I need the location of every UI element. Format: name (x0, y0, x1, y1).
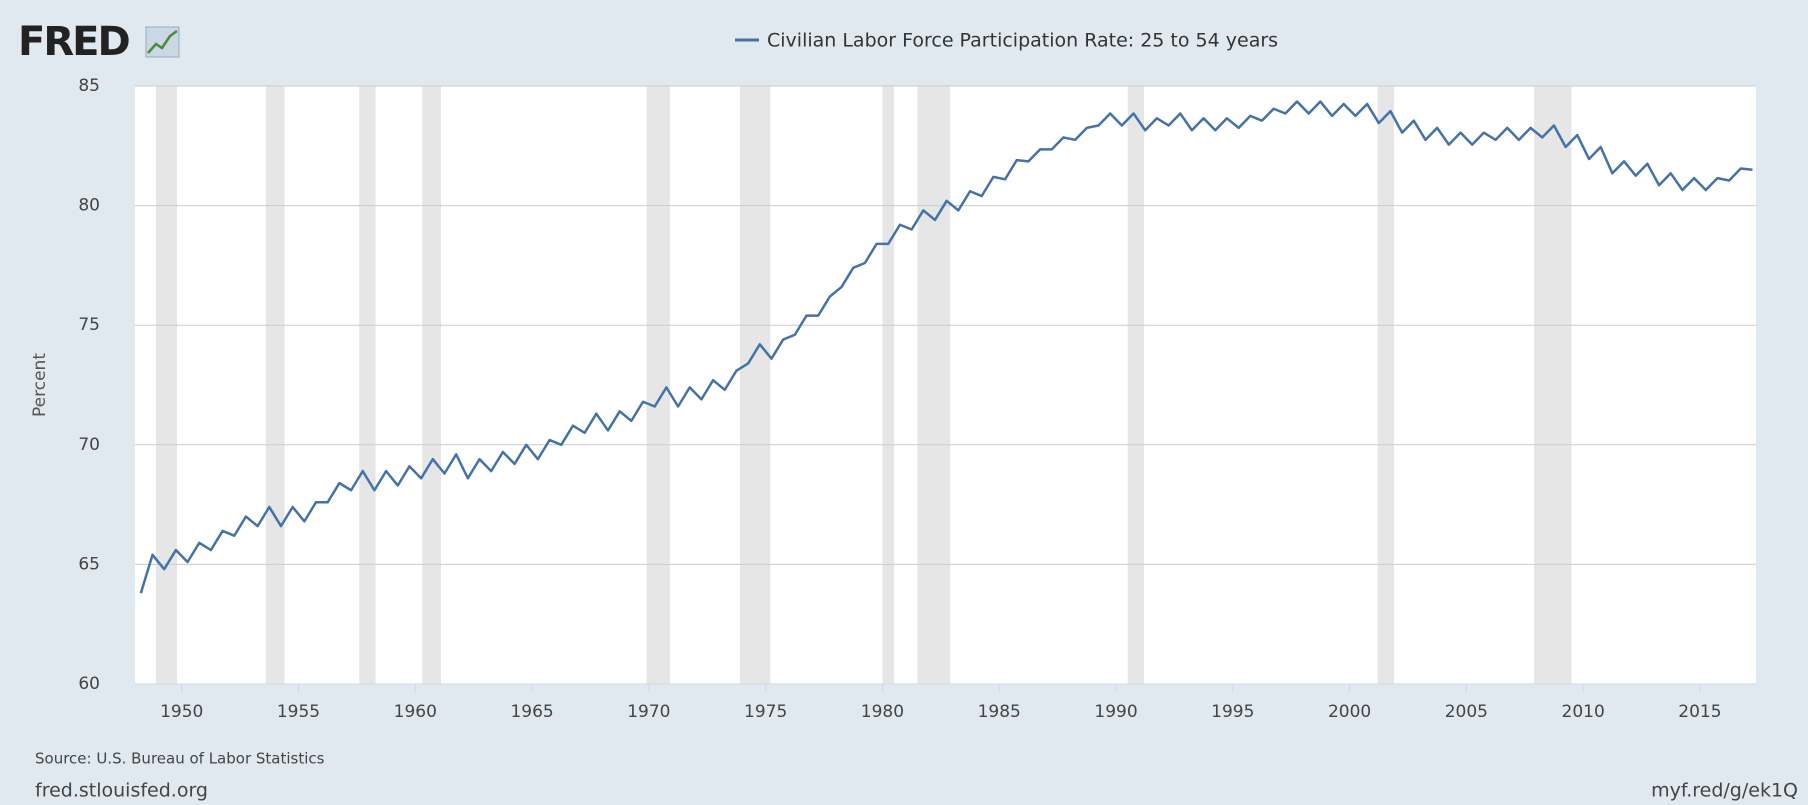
y-tick-label: 70 (78, 435, 100, 455)
y-tick-label: 60 (78, 674, 100, 694)
y-tick-label: 85 (78, 76, 100, 96)
recession-band (265, 86, 285, 684)
recession-band (1377, 86, 1394, 684)
x-tick-label: 1985 (978, 702, 1021, 722)
x-tick-label: 1990 (1094, 702, 1137, 722)
x-tick-label: 2010 (1562, 702, 1605, 722)
recession-band (359, 86, 376, 684)
source: Source: U.S. Bureau of Labor Statistics (35, 750, 325, 768)
y-tick-label: 65 (78, 554, 100, 574)
short-url: myf.red/g/ek1Q (1651, 780, 1798, 802)
logo-icon (145, 26, 180, 58)
x-tick-label: 1965 (510, 702, 553, 722)
x-tick-label: 2000 (1328, 702, 1371, 722)
x-tick-label: 1950 (160, 702, 203, 722)
x-tick-label: 1975 (744, 702, 787, 722)
x-tick-label: 1970 (627, 702, 670, 722)
recession-band (1534, 86, 1572, 684)
recession-band (422, 86, 441, 684)
x-tick-label: 1960 (394, 702, 437, 722)
x-tick-label: 1995 (1211, 702, 1254, 722)
logo: FRED (18, 19, 129, 65)
x-tick-label: 2005 (1445, 702, 1488, 722)
x-tick-label: 1980 (861, 702, 904, 722)
legend-label: Civilian Labor Force Participation Rate:… (767, 30, 1278, 52)
site: fred.stlouisfed.org (35, 780, 208, 802)
recession-band (882, 86, 895, 684)
recession-band (917, 86, 951, 684)
recession-band (1127, 86, 1145, 684)
series-line (139, 100, 1753, 594)
x-tick-label: 1955 (277, 702, 320, 722)
recession-band (739, 86, 771, 684)
x-tick-label: 2015 (1678, 702, 1721, 722)
y-axis-label: Percent (30, 353, 50, 417)
y-tick-label: 80 (78, 196, 100, 216)
recession-band (646, 86, 670, 684)
recession-band (156, 86, 178, 684)
y-tick-label: 75 (78, 315, 100, 335)
